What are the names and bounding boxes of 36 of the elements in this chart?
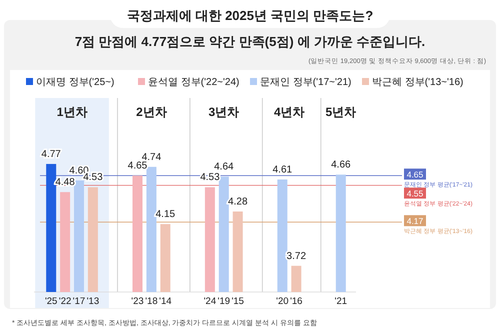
- annotation: 4년차: [274, 105, 305, 119]
- data-label: 4.15: [156, 209, 176, 220]
- legend-label: 이재명 정부('25~): [36, 77, 114, 88]
- data-label: 3.72: [286, 250, 306, 262]
- x-tick-label: '24: [204, 296, 216, 307]
- x-tick-label: '25: [44, 296, 58, 307]
- chart-title: 국정과제에 대한 2025년 국민의 만족도는?: [126, 8, 374, 23]
- x-tick-label: '13: [86, 296, 100, 307]
- data-label: 4.65: [128, 160, 148, 172]
- annotation: 5년차: [326, 105, 356, 119]
- data-label: 4.64: [214, 162, 234, 173]
- legend-label: 문재인 정부('17~'21): [260, 77, 352, 88]
- x-tick-label: '18: [145, 296, 158, 307]
- legend-label: 박근혜 정부('13~'16): [372, 77, 464, 88]
- x-tick-label: '19: [218, 296, 230, 307]
- annotation: 2년차: [136, 105, 167, 119]
- ref-line-label: 4.17: [406, 216, 424, 226]
- x-tick-label: '16: [290, 296, 302, 307]
- data-label: 4.77: [41, 148, 62, 160]
- data-label: 4.74: [142, 152, 162, 163]
- data-label: 4.66: [331, 160, 352, 171]
- annotation: 1년차: [56, 105, 88, 119]
- x-tick-label: '20: [276, 296, 289, 307]
- data-label: 4.61: [272, 164, 293, 176]
- x-tick-label: '15: [232, 296, 244, 307]
- x-tick-label: '21: [334, 296, 348, 307]
- ref-line-label: 4.65: [406, 170, 424, 180]
- x-tick-label: '23: [131, 296, 144, 307]
- x-tick-label: '14: [159, 296, 172, 307]
- annotation: 3년차: [208, 105, 240, 119]
- data-label: 4.28: [228, 196, 248, 208]
- ref-line-label: 4.55: [406, 188, 424, 199]
- x-tick-label: '17: [72, 296, 86, 307]
- legend-label: 윤석열 정부('22~'24): [148, 77, 240, 88]
- chart-subtitle: 7점 만점에 4.77점으로 약간 만족(5점) 에 가까운 수준입니다.: [74, 34, 426, 49]
- x-tick-label: '22: [58, 296, 72, 307]
